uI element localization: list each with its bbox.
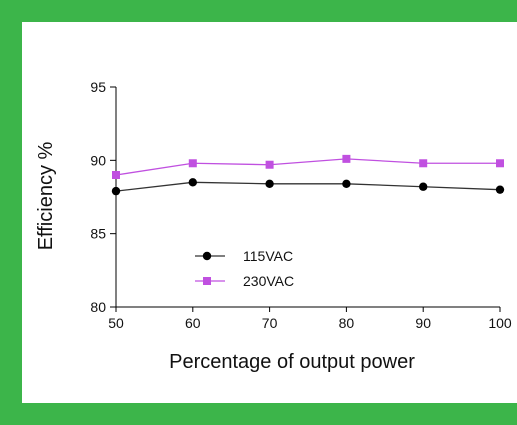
chart-axes bbox=[115, 87, 500, 308]
series-line bbox=[115, 158, 500, 176]
legend-marker bbox=[203, 277, 211, 285]
x-tick-label: 50 bbox=[108, 315, 124, 331]
y-tick-label: 85 bbox=[90, 226, 106, 242]
legend-marker bbox=[202, 251, 212, 261]
x-ticks: 50 60 70 80 90 100 bbox=[108, 307, 512, 331]
data-point bbox=[419, 159, 428, 168]
series-line bbox=[115, 181, 501, 192]
y-ticks: 95 90 85 80 bbox=[90, 79, 116, 315]
series-layer bbox=[111, 154, 505, 196]
series-0 bbox=[111, 178, 505, 196]
x-tick-label: 70 bbox=[262, 315, 278, 331]
data-point bbox=[112, 171, 120, 179]
legend: 115VAC 230VAC bbox=[195, 248, 294, 289]
legend-label: 115VAC bbox=[243, 248, 293, 264]
y-tick-label: 95 bbox=[90, 79, 106, 95]
data-point bbox=[265, 179, 274, 188]
y-tick-label: 90 bbox=[90, 152, 106, 168]
data-point bbox=[495, 185, 505, 194]
x-tick-label: 80 bbox=[339, 315, 355, 331]
y-tick-label: 80 bbox=[90, 299, 106, 315]
data-point bbox=[188, 159, 197, 168]
legend-item: 230VAC bbox=[195, 273, 294, 289]
legend-item: 115VAC bbox=[195, 248, 293, 264]
data-point bbox=[496, 159, 504, 168]
data-point bbox=[265, 160, 274, 169]
data-point bbox=[419, 182, 428, 191]
data-point bbox=[111, 186, 121, 196]
x-tick-label: 60 bbox=[185, 315, 201, 331]
y-axis-title: Efficiency % bbox=[35, 142, 57, 251]
series-1 bbox=[112, 154, 504, 179]
x-axis-title: Percentage of output power bbox=[169, 351, 415, 373]
data-point bbox=[342, 154, 351, 163]
data-point bbox=[188, 178, 197, 187]
data-point bbox=[342, 179, 351, 188]
x-tick-label: 100 bbox=[488, 315, 512, 331]
legend-label: 230VAC bbox=[243, 273, 294, 289]
x-tick-label: 90 bbox=[415, 315, 431, 331]
